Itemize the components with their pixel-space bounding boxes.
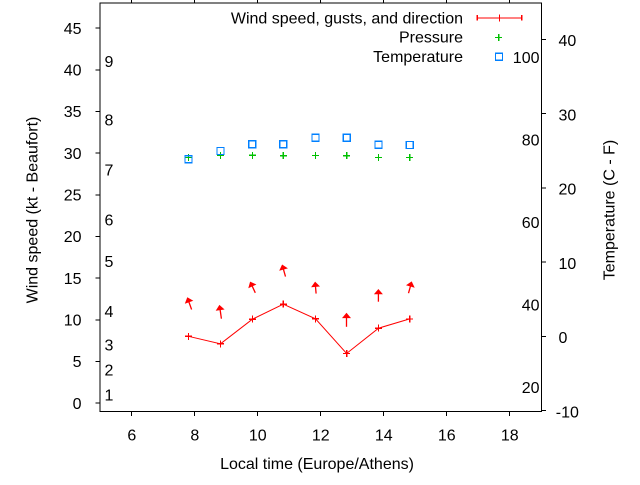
svg-text:20: 20 xyxy=(64,229,82,246)
svg-text:Wind speed, gusts, and directi: Wind speed, gusts, and direction xyxy=(231,10,463,27)
svg-text:15: 15 xyxy=(64,271,82,288)
svg-text:10: 10 xyxy=(249,428,267,445)
svg-text:0: 0 xyxy=(73,396,82,413)
svg-text:45: 45 xyxy=(64,21,82,38)
svg-text:-10: -10 xyxy=(556,404,579,421)
svg-text:40: 40 xyxy=(64,63,82,80)
svg-text:80: 80 xyxy=(522,132,540,149)
svg-text:60: 60 xyxy=(522,215,540,232)
svg-text:0: 0 xyxy=(559,330,568,347)
svg-text:10: 10 xyxy=(559,256,577,273)
svg-text:5: 5 xyxy=(73,354,82,371)
svg-text:Temperature (C - F): Temperature (C - F) xyxy=(602,140,619,280)
svg-text:3: 3 xyxy=(105,338,114,355)
svg-text:30: 30 xyxy=(559,107,577,124)
svg-text:100: 100 xyxy=(513,50,540,67)
svg-text:14: 14 xyxy=(375,428,393,445)
svg-text:1: 1 xyxy=(105,388,114,405)
svg-text:18: 18 xyxy=(501,428,519,445)
svg-text:30: 30 xyxy=(64,146,82,163)
svg-text:6: 6 xyxy=(127,428,136,445)
svg-text:Pressure: Pressure xyxy=(399,30,463,47)
svg-text:40: 40 xyxy=(522,297,540,314)
svg-text:16: 16 xyxy=(438,428,456,445)
svg-text:Temperature: Temperature xyxy=(373,49,463,66)
svg-text:35: 35 xyxy=(64,104,82,121)
svg-text:12: 12 xyxy=(312,428,330,445)
svg-text:9: 9 xyxy=(105,54,114,71)
svg-text:5: 5 xyxy=(105,254,114,271)
svg-text:Local time (Europe/Athens): Local time (Europe/Athens) xyxy=(220,456,414,473)
svg-text:2: 2 xyxy=(105,363,114,380)
svg-text:4: 4 xyxy=(105,304,114,321)
svg-text:6: 6 xyxy=(105,213,114,230)
svg-text:Wind speed (kt - Beaufort): Wind speed (kt - Beaufort) xyxy=(25,117,42,304)
svg-text:25: 25 xyxy=(64,188,82,205)
svg-text:8: 8 xyxy=(105,113,114,130)
svg-text:7: 7 xyxy=(105,163,114,180)
svg-text:40: 40 xyxy=(559,33,577,50)
svg-text:8: 8 xyxy=(190,428,199,445)
svg-text:20: 20 xyxy=(522,380,540,397)
svg-text:20: 20 xyxy=(559,182,577,199)
svg-text:10: 10 xyxy=(64,313,82,330)
